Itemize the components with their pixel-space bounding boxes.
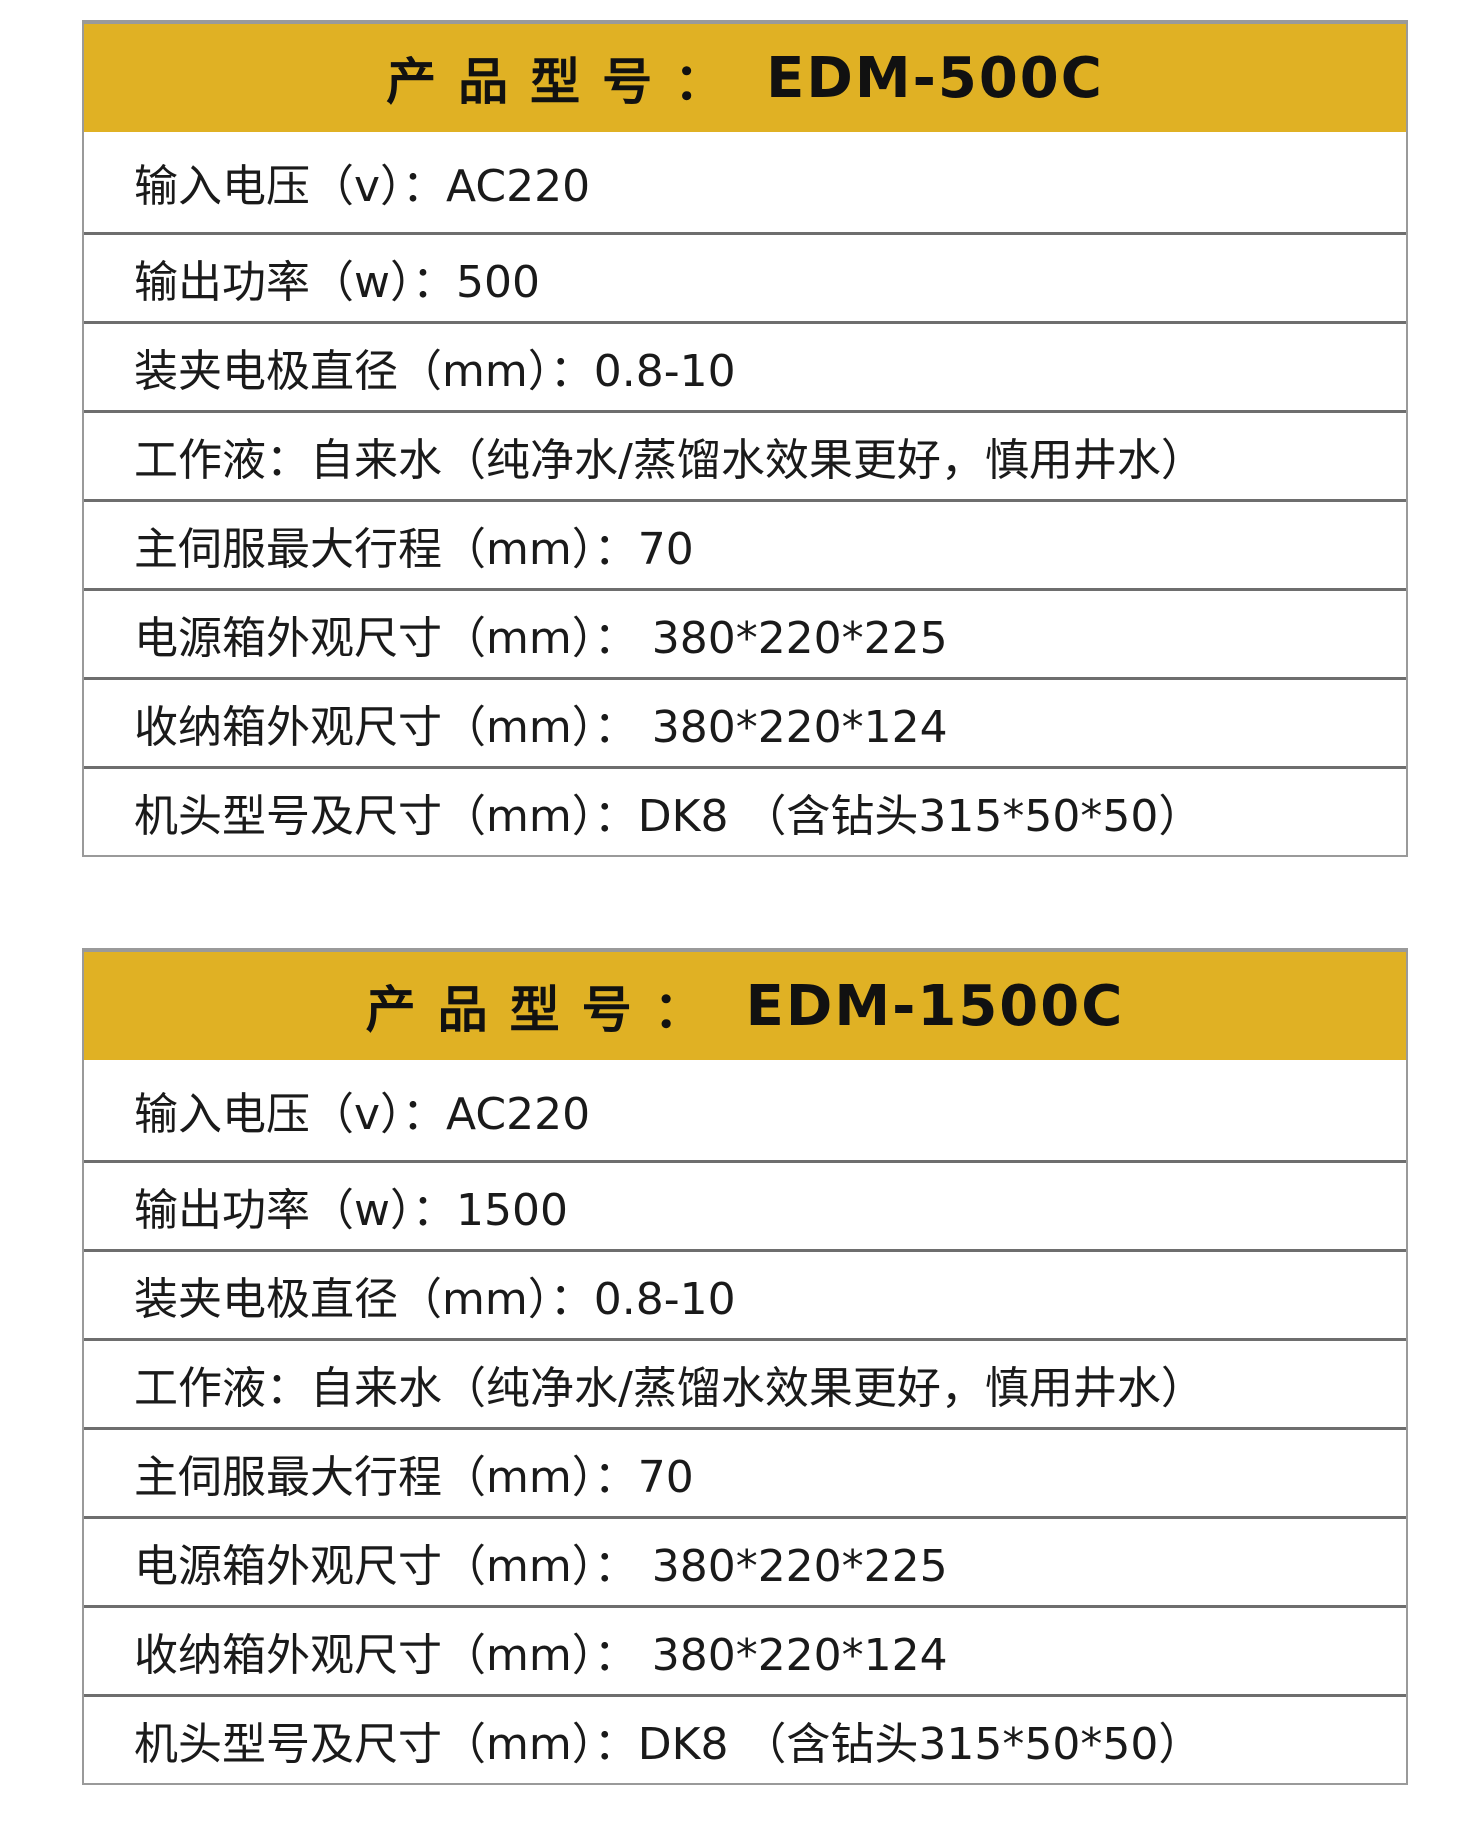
spec-row: 收纳箱外观尺寸（mm）： 380*220*124 (84, 677, 1406, 766)
spec-row: 装夹电极直径（mm）：0.8-10 (84, 321, 1406, 410)
model-name: EDM-500C (766, 45, 1104, 111)
spec-row: 机头型号及尺寸（mm）：DK8 （含钻头315*50*50） (84, 1694, 1406, 1783)
spec-table-edm-1500c: 产品型号： EDM-1500C 输入电压（v）：AC220 输出功率（w）：15… (82, 948, 1408, 1785)
spec-row: 工作液：自来水（纯净水/蒸馏水效果更好，慎用井水） (84, 410, 1406, 499)
header-label: 产品型号： (386, 53, 747, 111)
spec-table-edm-500c: 产品型号： EDM-500C 输入电压（v）：AC220 输出功率（w）：500… (82, 20, 1408, 857)
spec-row: 机头型号及尺寸（mm）：DK8 （含钻头315*50*50） (84, 766, 1406, 855)
header-label: 产品型号： (365, 981, 726, 1039)
spec-row: 电源箱外观尺寸（mm）： 380*220*225 (84, 588, 1406, 677)
spec-row: 收纳箱外观尺寸（mm）： 380*220*124 (84, 1605, 1406, 1694)
spec-row: 工作液：自来水（纯净水/蒸馏水效果更好，慎用井水） (84, 1338, 1406, 1427)
spec-row: 主伺服最大行程（mm）：70 (84, 499, 1406, 588)
spec-row: 电源箱外观尺寸（mm）： 380*220*225 (84, 1516, 1406, 1605)
model-name: EDM-1500C (745, 973, 1125, 1039)
spec-row: 输出功率（w）：500 (84, 232, 1406, 321)
table-header: 产品型号： EDM-1500C (84, 952, 1406, 1060)
spec-row: 输入电压（v）：AC220 (134, 1089, 591, 1140)
spec-row: 输出功率（w）：1500 (84, 1160, 1406, 1249)
table-header: 产品型号： EDM-500C (84, 24, 1406, 132)
spec-row: 装夹电极直径（mm）：0.8-10 (84, 1249, 1406, 1338)
spec-row: 输入电压（v）：AC220 (134, 161, 591, 212)
spec-row: 主伺服最大行程（mm）：70 (84, 1427, 1406, 1516)
